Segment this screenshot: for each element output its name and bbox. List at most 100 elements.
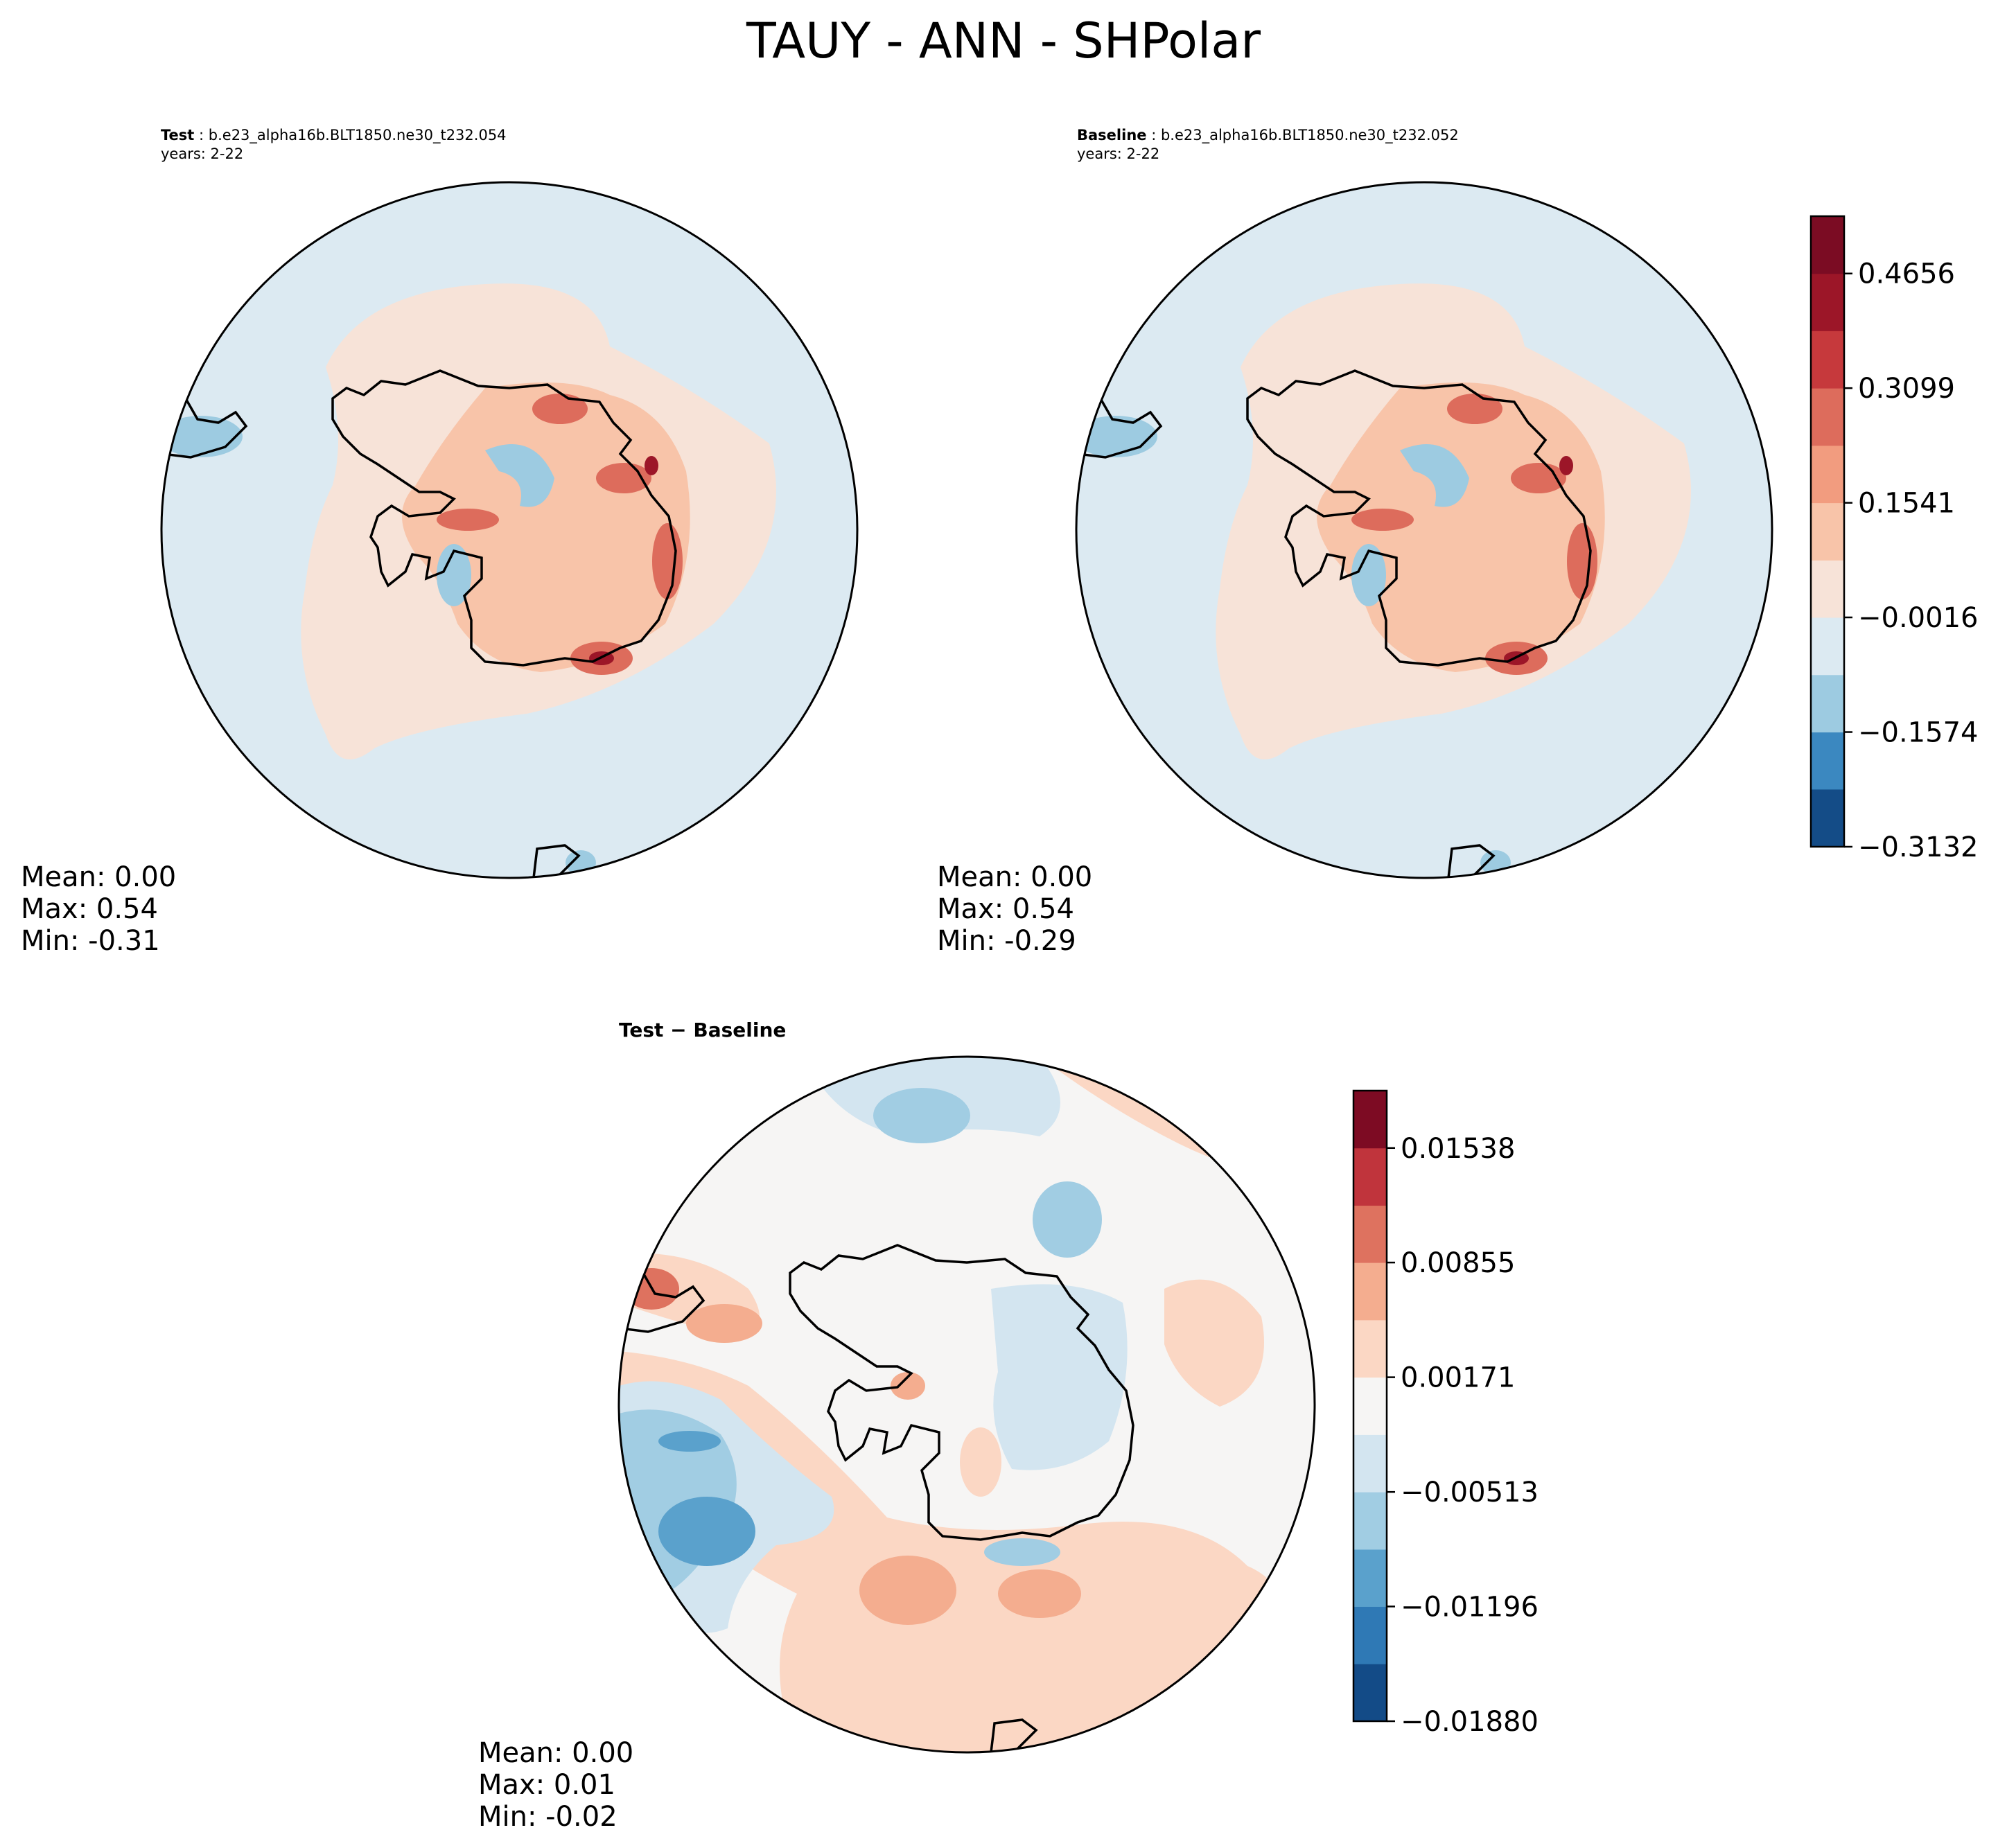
main-colorbar-tick-label: −0.1574 bbox=[1858, 717, 1978, 749]
test-positive-field-strong bbox=[652, 523, 683, 599]
baseline-positive-field-strong bbox=[1567, 523, 1597, 599]
main-colorbar-color-segment bbox=[1811, 502, 1844, 561]
test-map-boundary bbox=[160, 181, 859, 879]
main-colorbar-tick-label: 0.3099 bbox=[1858, 373, 1955, 405]
baseline-max: Max: 0.54 bbox=[937, 893, 1074, 925]
diff-negative-field bbox=[991, 1284, 1128, 1470]
baseline-negative-field bbox=[1400, 444, 1469, 507]
diff-colorbar-color-segment bbox=[1353, 1492, 1387, 1550]
diff-map bbox=[619, 1057, 1315, 1752]
diff-colorbar-tick-label: −0.01880 bbox=[1401, 1706, 1539, 1738]
test-negative-field bbox=[161, 416, 243, 457]
diff-colorbar-color-segment bbox=[1353, 1434, 1387, 1493]
test-positive-field-mid bbox=[402, 382, 690, 672]
diff-colorbar-color-segment bbox=[1353, 1147, 1387, 1206]
diff-min: Min: -0.02 bbox=[478, 1801, 617, 1833]
test-negative-field bbox=[437, 544, 471, 606]
diff-negative-field-mid bbox=[1033, 1181, 1102, 1258]
diff-positive-field bbox=[1164, 1279, 1264, 1407]
baseline-map-boundary bbox=[1075, 181, 1773, 879]
diff-colorbar-tick-label: 0.00855 bbox=[1401, 1247, 1515, 1279]
baseline-positive-field-strong bbox=[1511, 463, 1566, 493]
main-colorbar-color-segment bbox=[1811, 789, 1844, 847]
test-header: Test : b.e23_alpha16b.BLT1850.ne30_t232.… bbox=[161, 126, 507, 164]
diff-positive-field bbox=[619, 1351, 1315, 1752]
baseline-positive-field-mid bbox=[1317, 382, 1605, 672]
diff-positive-field-strong bbox=[686, 1304, 762, 1343]
main-colorbar-color-segment bbox=[1811, 216, 1844, 274]
test-max: Max: 0.54 bbox=[21, 893, 158, 925]
figure-title: TAUY - ANN - SHPolar bbox=[746, 12, 1261, 69]
diff-map-boundary bbox=[617, 1055, 1316, 1754]
baseline-negative-field bbox=[1351, 544, 1386, 606]
test-min: Min: -0.31 bbox=[21, 925, 160, 957]
diff-title: Test − Baseline bbox=[619, 1019, 787, 1041]
diff-positive-field bbox=[960, 1427, 1001, 1497]
main-colorbar-color-segment bbox=[1811, 331, 1844, 389]
baseline-header: Baseline : b.e23_alpha16b.BLT1850.ne30_t… bbox=[1077, 126, 1459, 164]
main-colorbar-color-segment bbox=[1811, 273, 1844, 331]
test-stats: Mean: 0.00 Max: 0.54 Min: -0.31 bbox=[21, 861, 176, 957]
diff-colorbar-tick-label: −0.00513 bbox=[1401, 1477, 1539, 1508]
baseline-positive-field-strong bbox=[1447, 394, 1502, 424]
main-colorbar-color-segment bbox=[1811, 445, 1844, 504]
test-positive-field-strong bbox=[532, 394, 588, 424]
test-positive-field-strong bbox=[596, 463, 651, 493]
diff-colorbar-color-segment bbox=[1353, 1664, 1387, 1722]
baseline-case-name: b.e23_alpha16b.BLT1850.ne30_t232.052 bbox=[1160, 127, 1459, 143]
diff-colorbar: −0.01880 −0.01196 −0.00513 0.00171 0.00855 0.… bbox=[1352, 1089, 1539, 1738]
main-colorbar-color-segment bbox=[1811, 560, 1844, 618]
baseline-map bbox=[1076, 182, 1772, 878]
header-sep: : bbox=[194, 127, 209, 143]
test-label: Test bbox=[161, 127, 195, 143]
diff-colorbar-color-segment bbox=[1353, 1377, 1387, 1435]
baseline-min: Min: -0.29 bbox=[937, 925, 1076, 957]
diff-colorbar-color-segment bbox=[1353, 1205, 1387, 1263]
diff-colorbar-frame bbox=[1352, 1089, 1388, 1723]
main-colorbar-tick-label: 0.4656 bbox=[1858, 258, 1955, 290]
baseline-mean: Mean: 0.00 bbox=[937, 861, 1093, 893]
baseline-positive-max bbox=[1559, 456, 1573, 475]
main-colorbar-color-segment bbox=[1811, 732, 1844, 790]
test-positive-field-strong bbox=[437, 509, 499, 531]
main-colorbar-frame bbox=[1809, 215, 1846, 848]
diff-colorbar-color-segment bbox=[1353, 1549, 1387, 1607]
main-colorbar-color-segment bbox=[1811, 388, 1844, 446]
diff-positive-field-strong bbox=[891, 1372, 925, 1400]
diff-colorbar-color-segment bbox=[1353, 1262, 1387, 1321]
test-case-name: b.e23_alpha16b.BLT1850.ne30_t232.054 bbox=[208, 127, 507, 143]
diff-positive-field-strong bbox=[998, 1569, 1081, 1618]
diff-stats: Mean: 0.00 Max: 0.01 Min: -0.02 bbox=[478, 1737, 633, 1833]
baseline-label: Baseline bbox=[1077, 127, 1147, 143]
diff-colorbar-color-segment bbox=[1353, 1606, 1387, 1664]
diff-max: Max: 0.01 bbox=[478, 1769, 615, 1801]
test-years: years: 2-22 bbox=[161, 146, 244, 162]
diff-negative-field-mid bbox=[984, 1538, 1060, 1566]
test-positive-max bbox=[645, 456, 658, 475]
test-map bbox=[161, 182, 857, 878]
diff-negative-field-mid bbox=[873, 1088, 970, 1143]
header-sep: : bbox=[1146, 127, 1161, 143]
main-colorbar-tick-label: −0.3132 bbox=[1858, 831, 1978, 863]
baseline-years: years: 2-22 bbox=[1077, 146, 1160, 162]
diff-mean: Mean: 0.00 bbox=[478, 1737, 634, 1769]
main-colorbar-tick-label: 0.1541 bbox=[1858, 488, 1955, 520]
diff-colorbar-tick-label: 0.01538 bbox=[1401, 1133, 1515, 1165]
baseline-stats: Mean: 0.00 Max: 0.54 Min: -0.29 bbox=[937, 861, 1092, 957]
main-colorbar-tick-label: −0.0016 bbox=[1858, 602, 1978, 634]
test-mean: Mean: 0.00 bbox=[21, 861, 177, 893]
diff-negative-field-strong bbox=[658, 1497, 755, 1566]
baseline-positive-field-strong bbox=[1351, 509, 1414, 531]
diff-colorbar-color-segment bbox=[1353, 1091, 1387, 1149]
main-colorbar-color-segment bbox=[1811, 674, 1844, 733]
diff-colorbar-tick-label: −0.01196 bbox=[1401, 1591, 1539, 1623]
test-negative-field bbox=[485, 444, 554, 507]
main-colorbar-color-segment bbox=[1811, 617, 1844, 676]
main-colorbar: −0.3132 −0.1574 −0.0016 0.1541 0.3099 0.4656 bbox=[1809, 215, 1978, 863]
diff-negative-field-strong bbox=[658, 1431, 721, 1452]
diff-colorbar-tick-label: 0.00171 bbox=[1401, 1362, 1515, 1394]
baseline-negative-field bbox=[1076, 416, 1157, 457]
diff-positive-field-strong bbox=[859, 1556, 956, 1625]
diff-colorbar-color-segment bbox=[1353, 1319, 1387, 1378]
